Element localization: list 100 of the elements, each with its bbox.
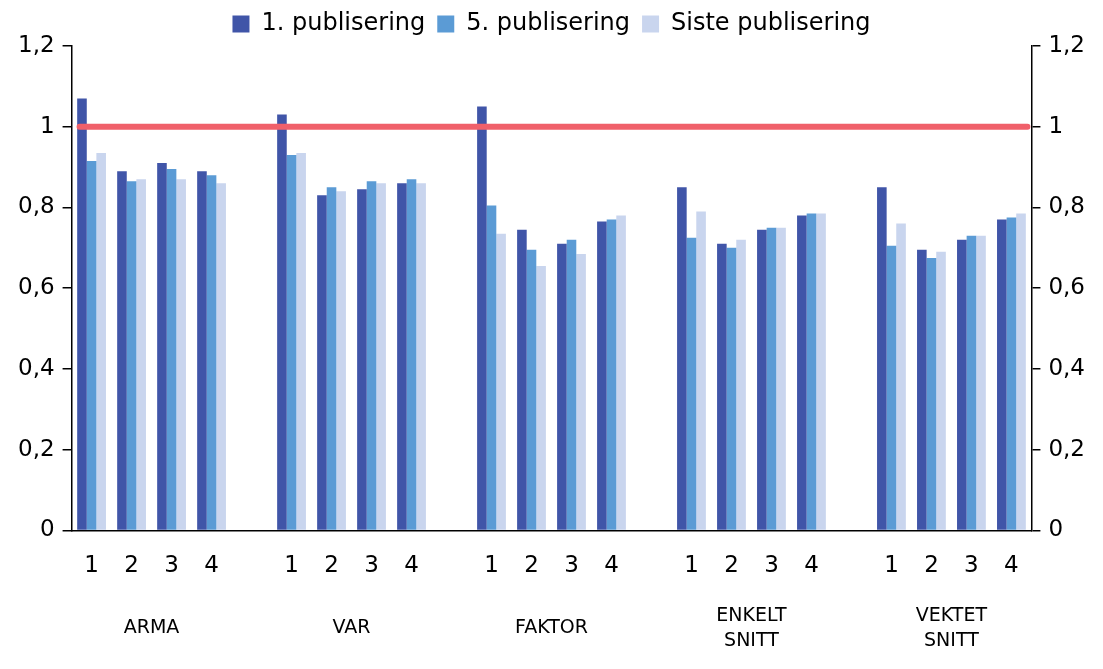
- x-tick-label: 1: [884, 551, 899, 578]
- bar: [776, 227, 786, 530]
- y-tick-label: 0,2: [18, 434, 55, 461]
- bar: [197, 171, 207, 530]
- y2-tick-label: 0: [1048, 515, 1064, 542]
- bar: [126, 181, 137, 530]
- x-tick-label: 2: [324, 551, 339, 578]
- bar: [806, 213, 817, 530]
- y2-tick-label: 1: [1048, 111, 1064, 138]
- bar: [526, 249, 537, 530]
- bar: [597, 221, 607, 530]
- bar: [136, 179, 146, 530]
- bar: [416, 183, 426, 530]
- bar: [357, 189, 367, 530]
- bar: [166, 169, 177, 530]
- x-tick-label: 1: [284, 551, 299, 578]
- bar: [896, 223, 906, 530]
- legend-label: 1. publisering: [261, 8, 426, 37]
- y-tick-label: 0: [39, 515, 55, 542]
- x-tick-label: 3: [164, 551, 179, 578]
- x-tick-label: 4: [404, 551, 419, 578]
- bar: [957, 239, 967, 530]
- bar: [206, 175, 217, 530]
- y-tick-label: 0,4: [18, 353, 55, 380]
- bar: [877, 187, 887, 530]
- x-tick-label: 4: [1004, 551, 1019, 578]
- bar: [117, 171, 127, 530]
- bar: [517, 229, 527, 530]
- y2-tick-label: 0,6: [1048, 273, 1085, 300]
- legend-label: Siste publisering: [671, 8, 871, 37]
- bar: [216, 183, 226, 530]
- x-tick-label: 4: [204, 551, 219, 578]
- text: ENKELT SNITT: [716, 603, 787, 651]
- bar: [616, 215, 626, 530]
- bar: [576, 253, 586, 530]
- legend-label: 5. publisering: [466, 8, 631, 37]
- bar: [686, 237, 697, 530]
- bar: [317, 195, 327, 530]
- bar: [1016, 213, 1026, 530]
- bar: [176, 179, 186, 530]
- y2-tick-label: 0,4: [1048, 353, 1085, 380]
- bar: [936, 251, 946, 530]
- bar: [766, 227, 777, 530]
- bar: [566, 239, 577, 530]
- bar: [816, 213, 826, 530]
- x-tick-label: 4: [604, 551, 619, 578]
- bar: [86, 161, 97, 530]
- y2-tick-label: 1,2: [1048, 30, 1085, 57]
- bar: [677, 187, 687, 530]
- bar: [726, 247, 737, 530]
- x-tick-label: 1: [684, 551, 699, 578]
- x-tick-label: 3: [564, 551, 579, 578]
- bar: [296, 152, 306, 530]
- x-tick-label: 3: [764, 551, 779, 578]
- bar: [966, 235, 977, 530]
- bar: [486, 205, 497, 530]
- y-tick-label: 0,8: [18, 192, 55, 219]
- bar: [736, 239, 746, 530]
- bar: [336, 191, 346, 530]
- y-tick-label: 1: [39, 111, 55, 138]
- bar: [997, 219, 1007, 530]
- bar: [797, 215, 807, 530]
- bar: [757, 229, 767, 530]
- bar: [406, 179, 417, 530]
- bar: [77, 98, 87, 530]
- text: FAKTOR: [515, 615, 588, 638]
- y2-tick-label: 0,2: [1048, 434, 1085, 461]
- x-tick-label: 3: [364, 551, 379, 578]
- x-tick-label: 4: [804, 551, 819, 578]
- y2-tick-label: 0,8: [1048, 192, 1085, 219]
- x-tick-label: 2: [924, 551, 939, 578]
- x-tick-label: 2: [124, 551, 139, 578]
- bar: [696, 211, 706, 530]
- bar: [917, 249, 927, 530]
- x-tick-label: 1: [484, 551, 499, 578]
- bar: [926, 257, 937, 530]
- bar: [477, 106, 487, 530]
- bar: [717, 243, 727, 530]
- bar: [277, 114, 287, 530]
- text: ARMA: [123, 615, 180, 638]
- bar: [1006, 217, 1017, 530]
- bar: [536, 266, 546, 530]
- x-tick-label: 2: [524, 551, 539, 578]
- y-tick-label: 0,6: [18, 273, 55, 300]
- text: VEKTET SNITT: [915, 603, 988, 651]
- bar: [557, 243, 567, 530]
- bar: [976, 235, 986, 530]
- x-tick-label: 2: [724, 551, 739, 578]
- bar: [366, 181, 377, 530]
- bar: [157, 163, 167, 530]
- bar: [376, 183, 386, 530]
- bar: [286, 154, 297, 530]
- bar: [496, 233, 506, 530]
- text: VAR: [332, 615, 371, 638]
- x-tick-label: 1: [84, 551, 99, 578]
- y-tick-label: 1,2: [18, 30, 55, 57]
- x-tick-label: 3: [964, 551, 979, 578]
- bar: [96, 152, 106, 530]
- bar: [606, 219, 617, 530]
- bar: [326, 187, 337, 530]
